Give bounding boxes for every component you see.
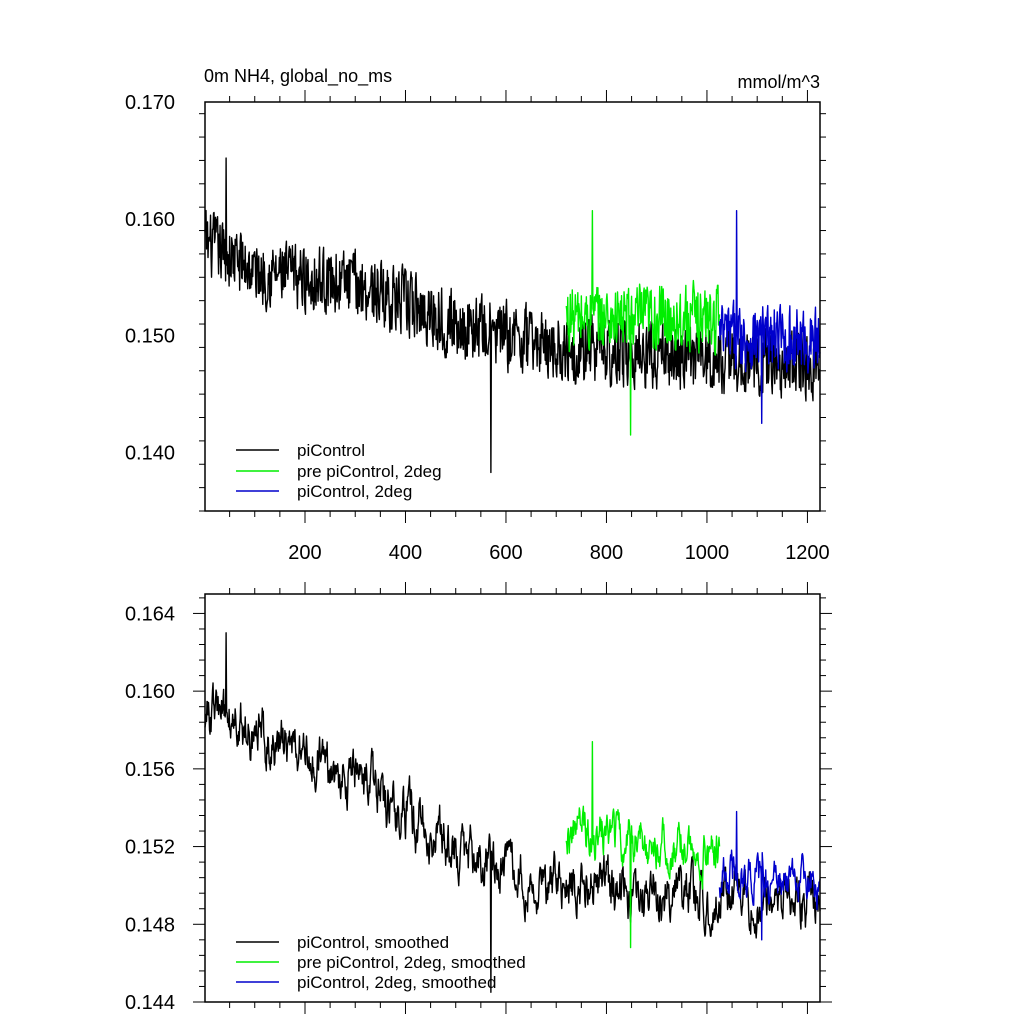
units-label: mmol/m^3 [738, 72, 820, 92]
bottom-series-group [204, 632, 821, 993]
x-tick-label: 800 [590, 542, 623, 564]
top-plot-frame [204, 101, 821, 512]
top-series-group [204, 157, 821, 474]
y-tick-label: 0.156 [125, 759, 175, 781]
y-tick-label: 0.140 [125, 443, 175, 465]
y-tick-label: 0.160 [125, 681, 175, 703]
legend-label: pre piControl, 2deg, smoothed [297, 953, 526, 972]
x-tick-label: 600 [489, 542, 522, 564]
bottom-plot-frame [204, 593, 821, 1003]
top-legend: piControl pre piControl, 2deg piControl,… [236, 441, 442, 501]
bottom-legend: piControl, smoothed pre piControl, 2deg,… [236, 933, 526, 992]
y-tick-label: 0.164 [125, 603, 175, 625]
legend-label: piControl, 2deg, smoothed [297, 973, 496, 992]
series-line-picontrol [204, 157, 821, 474]
series-line-pre-picontrol-2deg [565, 209, 721, 436]
x-tick-label: 1200 [785, 542, 830, 564]
y-tick-label: 0.144 [125, 992, 175, 1014]
legend-label: piControl, 2deg [297, 482, 412, 501]
bottom-panel: 0.144 0.148 0.152 0.156 0.160 0.164 piControl… [125, 582, 832, 1014]
series-line-picontrol-2deg [718, 209, 821, 425]
top-axis-ticks: 0.140 0.150 0.160 0.170 200 400 600 800 1000 1200 [125, 90, 830, 564]
y-tick-label: 0.152 [125, 837, 175, 859]
top-panel: 0m NH4, global_no_ms mmol/m^3 0.140 0.150… [125, 66, 830, 564]
series-line-picontrol-smoothed [204, 632, 821, 993]
x-tick-label: 400 [389, 542, 422, 564]
legend-label: piControl, smoothed [297, 933, 449, 952]
chart-title: 0m NH4, global_no_ms [204, 66, 392, 87]
y-tick-label: 0.160 [125, 209, 175, 231]
legend-label: piControl [297, 441, 365, 460]
x-tick-label: 200 [288, 542, 321, 564]
y-tick-label: 0.150 [125, 326, 175, 348]
y-tick-label: 0.148 [125, 914, 175, 936]
series-line-picontrol-2deg-smoothed [718, 810, 821, 941]
x-tick-label: 1000 [685, 542, 730, 564]
y-tick-label: 0.170 [125, 92, 175, 114]
legend-label: pre piControl, 2deg [297, 462, 442, 481]
bottom-axis-ticks: 0.144 0.148 0.152 0.156 0.160 0.164 [125, 582, 832, 1014]
series-line-pre-picontrol-2deg-smoothed [565, 740, 721, 949]
